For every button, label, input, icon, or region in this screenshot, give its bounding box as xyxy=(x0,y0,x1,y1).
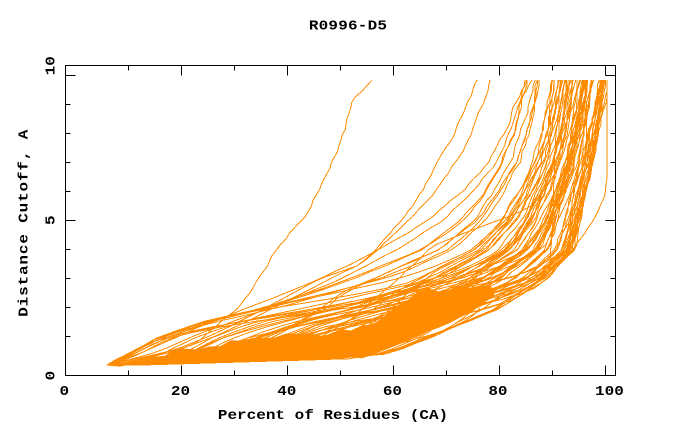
svg-text:R0996-D5: R0996-D5 xyxy=(309,18,387,34)
svg-text:40: 40 xyxy=(277,384,296,400)
svg-text:Distance Cutoff, A: Distance Cutoff, A xyxy=(16,129,32,317)
svg-text:60: 60 xyxy=(383,384,402,400)
svg-text:Percent of Residues (CA): Percent of Residues (CA) xyxy=(218,408,448,424)
svg-text:0: 0 xyxy=(43,371,59,381)
svg-text:10: 10 xyxy=(43,56,59,75)
svg-text:20: 20 xyxy=(171,384,190,400)
svg-text:0: 0 xyxy=(59,384,69,400)
svg-text:80: 80 xyxy=(488,384,507,400)
svg-text:5: 5 xyxy=(43,215,59,225)
svg-text:100: 100 xyxy=(595,384,624,400)
